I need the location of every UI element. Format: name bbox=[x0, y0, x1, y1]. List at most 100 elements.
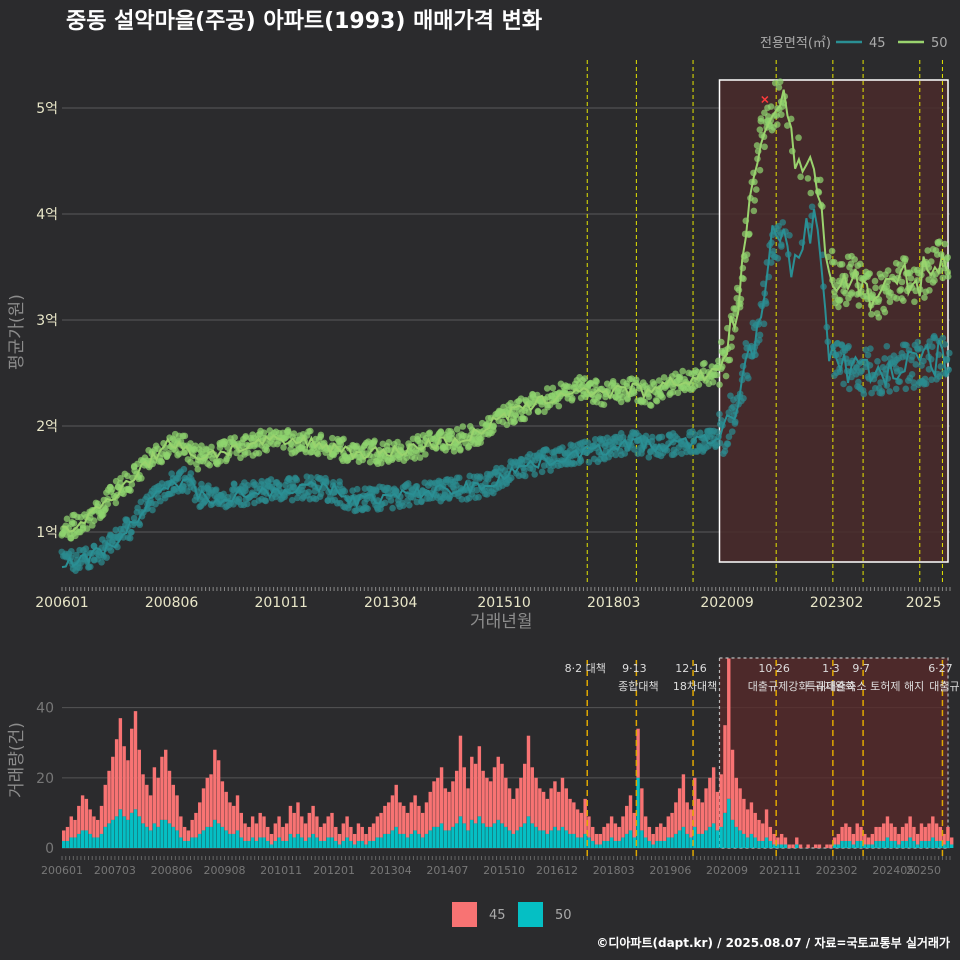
bar-50 bbox=[587, 837, 591, 848]
bar-45 bbox=[659, 823, 663, 841]
bar-45 bbox=[863, 833, 867, 845]
x-tick-label: 202009 bbox=[700, 595, 753, 611]
scatter-point-50 bbox=[944, 254, 951, 261]
scatter-point-50 bbox=[90, 517, 98, 525]
scatter-point-50 bbox=[187, 458, 194, 466]
bar-50 bbox=[557, 830, 561, 848]
bar-50 bbox=[439, 823, 444, 848]
bar-45 bbox=[281, 826, 285, 841]
scatter-point-45 bbox=[728, 428, 736, 435]
bar-45 bbox=[424, 802, 429, 834]
bar-50 bbox=[375, 837, 380, 848]
bar-45 bbox=[164, 749, 168, 820]
scatter-point-45 bbox=[288, 496, 296, 504]
scatter-point-45 bbox=[717, 416, 725, 424]
bar-45 bbox=[318, 826, 323, 841]
bar-50 bbox=[84, 830, 89, 848]
bar-50 bbox=[303, 840, 308, 848]
y-tick-label: 2억 bbox=[36, 419, 58, 435]
bar-50 bbox=[912, 840, 916, 848]
bar-50 bbox=[727, 798, 731, 848]
bar-50 bbox=[919, 840, 924, 848]
policy-sublabel: 대출규제강화 bbox=[748, 680, 809, 693]
scatter-point-45 bbox=[867, 345, 874, 352]
y-tick-label: 3억 bbox=[36, 313, 58, 329]
bar-45 bbox=[609, 816, 614, 838]
bar-50 bbox=[228, 833, 232, 848]
bar-50 bbox=[111, 819, 115, 848]
bar-50 bbox=[462, 823, 466, 848]
bar-45 bbox=[749, 802, 754, 834]
scatter-point-50 bbox=[411, 455, 419, 462]
bar-45 bbox=[111, 756, 115, 820]
bar-45 bbox=[915, 833, 920, 845]
scatter-point-50 bbox=[385, 439, 393, 446]
bar-50 bbox=[632, 837, 636, 848]
bar-45 bbox=[224, 791, 228, 831]
bar-50 bbox=[889, 840, 893, 848]
scatter-point-50 bbox=[459, 423, 467, 430]
scatter-point-50 bbox=[632, 376, 640, 384]
policy-sublabel: 대출규 bbox=[929, 680, 959, 693]
bar-45 bbox=[247, 826, 251, 841]
bar-50 bbox=[330, 837, 334, 848]
scatter-point-50 bbox=[855, 302, 863, 309]
bar-50 bbox=[394, 826, 398, 848]
bar-50 bbox=[715, 830, 720, 848]
bar-50 bbox=[167, 823, 172, 848]
bar-45 bbox=[311, 805, 315, 834]
bar-45 bbox=[383, 805, 387, 834]
scatter-point-50 bbox=[842, 300, 850, 308]
bar-45 bbox=[300, 816, 304, 838]
bar-45 bbox=[477, 746, 482, 817]
bar-50 bbox=[424, 833, 429, 848]
scatter-point-45 bbox=[725, 433, 733, 441]
bar-45 bbox=[432, 781, 436, 827]
scatter-point-45 bbox=[152, 500, 159, 508]
bar-45 bbox=[239, 812, 244, 838]
scatter-point-50 bbox=[512, 411, 519, 418]
bar-45 bbox=[447, 791, 451, 831]
bar-45 bbox=[700, 802, 705, 834]
bar-50 bbox=[190, 837, 194, 848]
volume-x-tick-label: 201906 bbox=[649, 864, 691, 877]
scatter-point-45 bbox=[808, 203, 816, 211]
scatter-point-50 bbox=[645, 393, 653, 401]
bar-45 bbox=[832, 837, 837, 845]
scatter-point-45 bbox=[180, 483, 187, 491]
bar-45 bbox=[492, 767, 497, 824]
bar-45 bbox=[874, 826, 878, 841]
bar-45 bbox=[787, 844, 791, 848]
bar-50 bbox=[881, 840, 886, 848]
scatter-point-45 bbox=[262, 497, 270, 505]
bar-45 bbox=[693, 777, 697, 827]
bar-45 bbox=[538, 788, 542, 831]
scatter-point-50 bbox=[416, 454, 424, 461]
bar-45 bbox=[919, 823, 924, 841]
bar-45 bbox=[209, 774, 213, 827]
scatter-point-45 bbox=[243, 500, 251, 508]
scatter-point-50 bbox=[194, 465, 202, 473]
scatter-point-50 bbox=[716, 381, 723, 388]
scatter-point-50 bbox=[198, 442, 205, 449]
bar-45 bbox=[284, 823, 289, 841]
scatter-point-50 bbox=[394, 438, 401, 446]
bar-45 bbox=[632, 812, 636, 838]
scatter-point-45 bbox=[267, 476, 275, 483]
volume-y-axis-title: 거래량(건) bbox=[7, 722, 27, 798]
bar-45 bbox=[541, 791, 546, 831]
bar-50 bbox=[647, 840, 652, 848]
bar-45 bbox=[897, 833, 901, 845]
bar-50 bbox=[92, 837, 96, 848]
scatter-point-45 bbox=[845, 342, 852, 350]
scatter-point-50 bbox=[457, 445, 464, 453]
scatter-point-45 bbox=[840, 380, 847, 388]
bar-45 bbox=[927, 823, 931, 841]
bar-50 bbox=[126, 819, 130, 848]
bar-45 bbox=[80, 795, 85, 831]
bar-50 bbox=[164, 819, 168, 848]
scatter-point-50 bbox=[921, 294, 928, 301]
bar-45 bbox=[579, 812, 584, 838]
scatter-point-50 bbox=[927, 258, 935, 265]
scatter-point-50 bbox=[795, 134, 802, 142]
